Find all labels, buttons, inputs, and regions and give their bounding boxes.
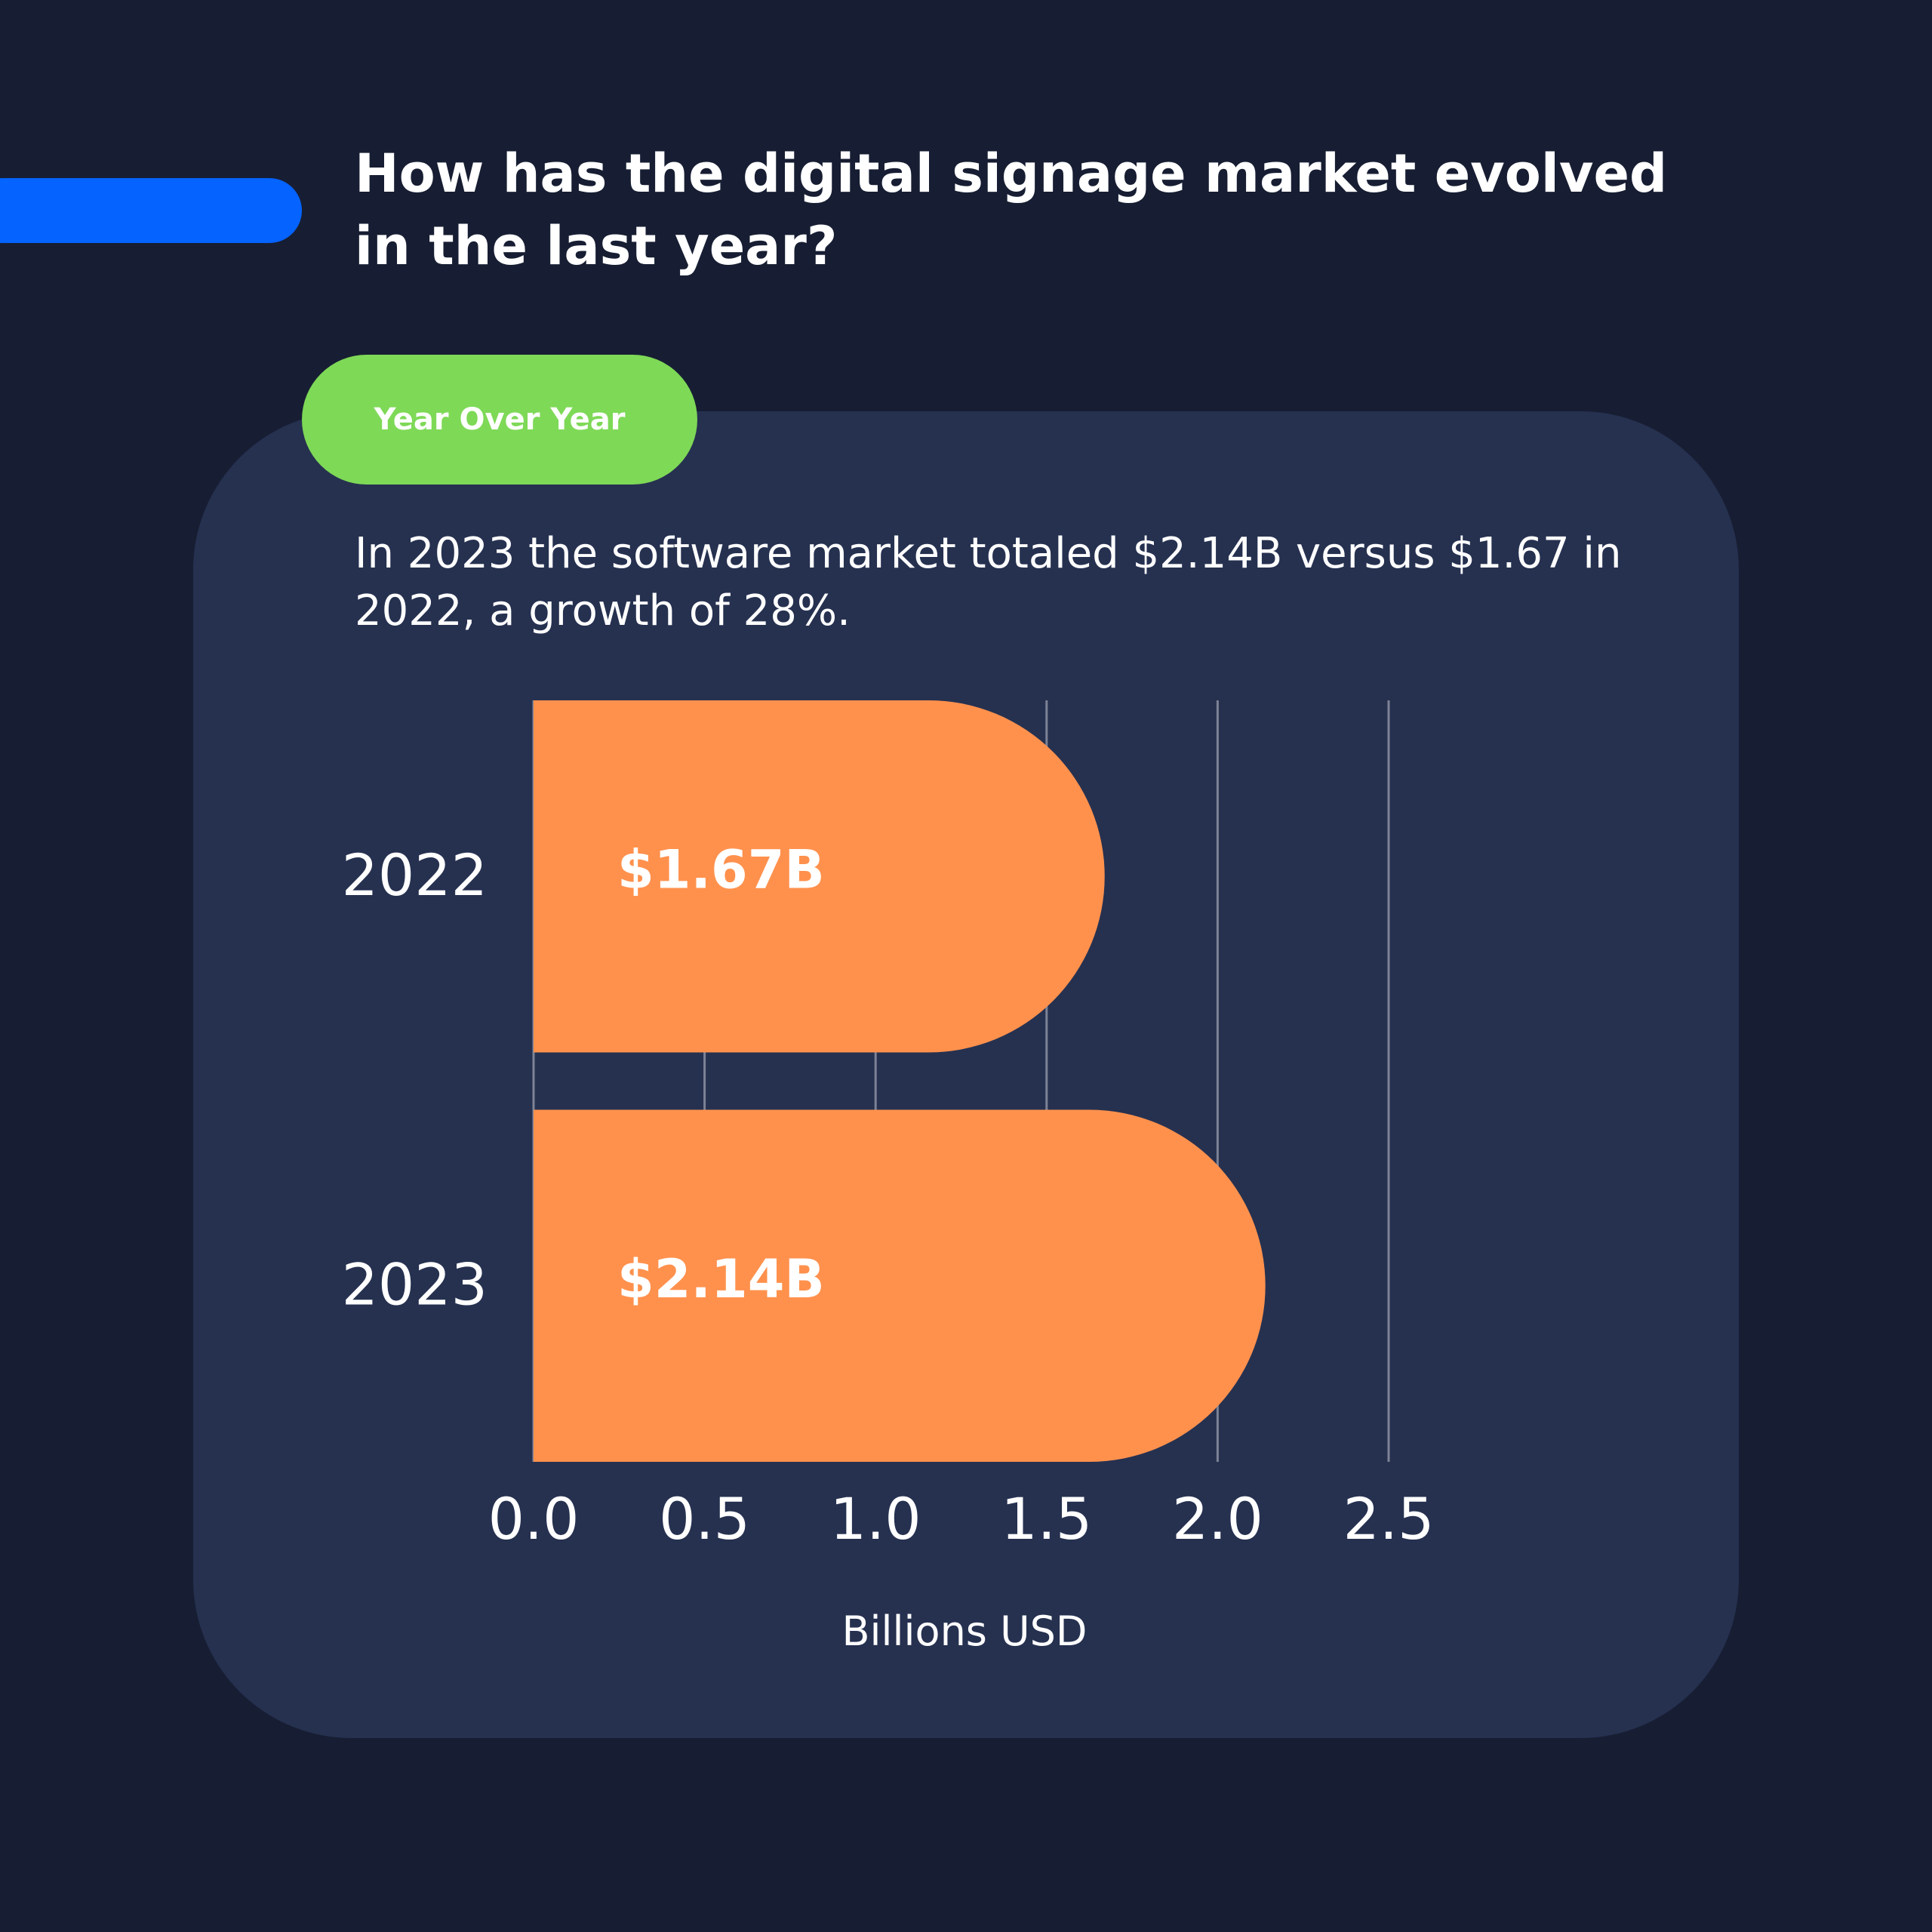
bar-label-2023: $2.14B <box>617 1248 825 1310</box>
x-tick-label-4: 2.0 <box>1172 1485 1263 1552</box>
category-label-2022: 2022 <box>342 841 488 909</box>
x-tick-label-0: 0.0 <box>488 1485 580 1552</box>
accent-bar <box>0 178 302 243</box>
bar-labels: $1.67B $2.14B <box>617 838 825 1310</box>
x-axis-title: Billions USD <box>841 1607 1087 1655</box>
chart-card <box>193 411 1739 1738</box>
page-title: How has the digital signage market evolv… <box>355 143 1668 277</box>
bar-label-2022: $1.67B <box>617 838 825 900</box>
x-tick-label-1: 0.5 <box>659 1485 750 1552</box>
x-tick-label-5: 2.5 <box>1343 1485 1435 1552</box>
x-axis-ticks: 0.0 0.5 1.0 1.5 2.0 2.5 <box>488 1485 1435 1552</box>
period-badge: Year Over Year <box>302 355 697 485</box>
bars <box>534 700 1266 1462</box>
x-tick-label-3: 1.5 <box>1001 1485 1092 1552</box>
summary-text: In 2023 the software market totaled $2.1… <box>355 529 1622 635</box>
category-labels: 2022 2023 <box>342 841 488 1318</box>
category-label-2023: 2023 <box>342 1251 488 1318</box>
bar-2023 <box>534 1109 1266 1462</box>
x-tick-label-2: 1.0 <box>830 1485 921 1552</box>
bar-2022 <box>534 700 1105 1053</box>
